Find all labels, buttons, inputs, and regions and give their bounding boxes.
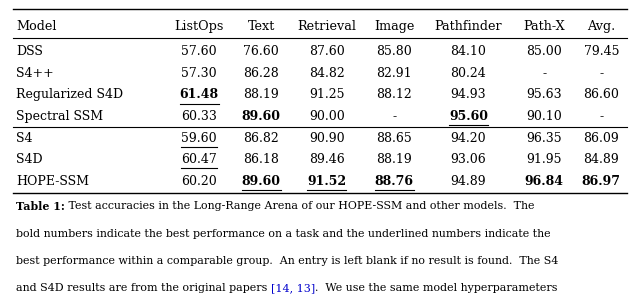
Text: Model: Model [16,19,56,32]
Text: 88.65: 88.65 [376,132,412,145]
Text: Spectral SSM: Spectral SSM [16,110,103,123]
Text: 90.00: 90.00 [309,110,345,123]
Text: -: - [599,110,604,123]
Text: 60.20: 60.20 [181,175,217,188]
Text: 91.95: 91.95 [527,153,562,166]
Text: 61.48: 61.48 [180,88,219,101]
Text: 86.18: 86.18 [243,153,279,166]
Text: S4++: S4++ [16,67,54,80]
Text: 86.09: 86.09 [584,132,619,145]
Text: Test accuracies in the Long-Range Arena of our HOPE-SSM and other models.  The: Test accuracies in the Long-Range Arena … [65,201,534,212]
Text: 85.00: 85.00 [527,45,562,58]
Text: 86.60: 86.60 [584,88,620,101]
Text: 95.60: 95.60 [449,110,488,123]
Text: 79.45: 79.45 [584,45,619,58]
Text: S4: S4 [16,132,33,145]
Text: Table 1:: Table 1: [16,201,65,212]
Text: Pathfinder: Pathfinder [435,19,502,32]
Text: 84.10: 84.10 [451,45,486,58]
Text: .  We use the same model hyperparameters: . We use the same model hyperparameters [315,283,557,293]
Text: 57.60: 57.60 [181,45,217,58]
Text: 91.52: 91.52 [307,175,346,188]
Text: 80.24: 80.24 [451,67,486,80]
Text: 89.46: 89.46 [309,153,345,166]
Text: 95.63: 95.63 [527,88,562,101]
Text: HOPE-SSM: HOPE-SSM [16,175,89,188]
Text: 89.60: 89.60 [242,175,281,188]
Text: 88.76: 88.76 [374,175,413,188]
Text: Image: Image [374,19,414,32]
Text: Avg.: Avg. [587,19,616,32]
Text: and S4D results are from the original papers: and S4D results are from the original pa… [16,283,271,293]
Text: 57.30: 57.30 [181,67,217,80]
Text: 94.93: 94.93 [451,88,486,101]
Text: 88.19: 88.19 [376,153,412,166]
Text: 59.60: 59.60 [181,132,217,145]
Text: -: - [599,67,604,80]
Text: ListOps: ListOps [175,19,224,32]
Text: Retrieval: Retrieval [298,19,356,32]
Text: S4D: S4D [16,153,43,166]
Text: 90.10: 90.10 [527,110,562,123]
Text: 76.60: 76.60 [243,45,279,58]
Text: 60.47: 60.47 [181,153,217,166]
Text: -: - [392,110,396,123]
Text: -: - [542,67,547,80]
Text: DSS: DSS [16,45,43,58]
Text: 90.90: 90.90 [309,132,345,145]
Text: 86.97: 86.97 [582,175,621,188]
Text: 86.82: 86.82 [243,132,279,145]
Text: 88.19: 88.19 [243,88,279,101]
Text: bold numbers indicate the best performance on a task and the underlined numbers : bold numbers indicate the best performan… [16,229,550,239]
Text: 84.82: 84.82 [309,67,345,80]
Text: Regularized S4D: Regularized S4D [16,88,123,101]
Text: Text: Text [248,19,275,32]
Text: [14, 13]: [14, 13] [271,283,315,293]
Text: 89.60: 89.60 [242,110,281,123]
Text: 87.60: 87.60 [309,45,345,58]
Text: 94.20: 94.20 [451,132,486,145]
Text: 84.89: 84.89 [584,153,619,166]
Text: 93.06: 93.06 [451,153,486,166]
Text: Path-X: Path-X [524,19,565,32]
Text: best performance within a comparable group.  An entry is left blank if no result: best performance within a comparable gro… [16,256,558,266]
Text: 82.91: 82.91 [376,67,412,80]
Text: 88.12: 88.12 [376,88,412,101]
Text: 96.84: 96.84 [525,175,564,188]
Text: 85.80: 85.80 [376,45,412,58]
Text: 94.89: 94.89 [451,175,486,188]
Text: 60.33: 60.33 [181,110,217,123]
Text: 96.35: 96.35 [527,132,562,145]
Text: 91.25: 91.25 [309,88,345,101]
Text: 86.28: 86.28 [243,67,279,80]
